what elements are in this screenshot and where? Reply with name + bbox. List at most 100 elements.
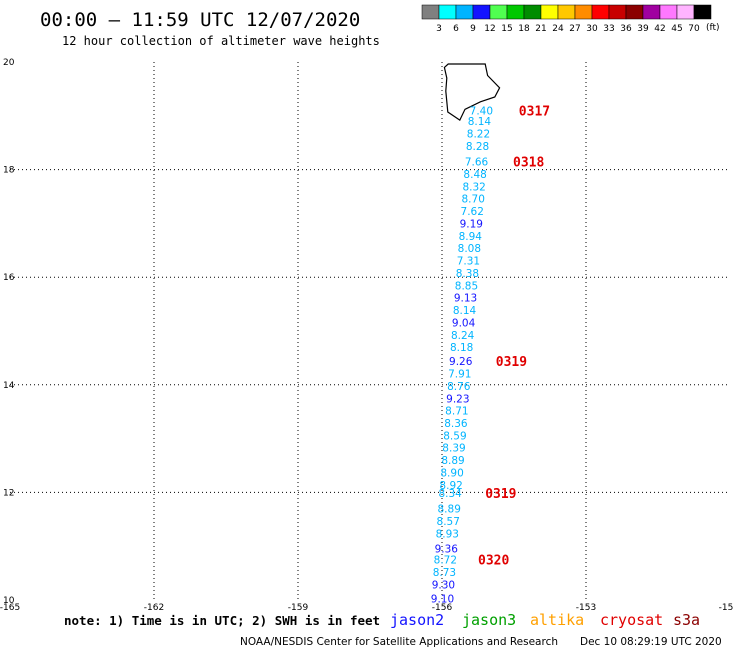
wave-height-label: 9.36	[435, 543, 459, 555]
wave-height-label: 8.39	[442, 443, 465, 455]
color-scale-label: 42	[654, 24, 665, 34]
y-tick-label: 10	[3, 596, 15, 606]
color-scale-label: 36	[620, 24, 632, 34]
color-scale-swatch	[625, 4, 644, 20]
color-scale-label: 6	[453, 24, 459, 34]
x-tick-label: -165	[0, 603, 20, 613]
pass-time-label: 0317	[519, 104, 550, 119]
y-tick-label: 12	[3, 488, 14, 498]
wave-height-label: 8.76	[447, 381, 471, 393]
color-scale-swatch	[523, 4, 542, 20]
color-scale-label: 70	[688, 24, 700, 34]
wave-height-label: 7.62	[461, 206, 484, 218]
satellite-legend: jason2 jason3 altika cryosat s3a	[390, 611, 700, 629]
color-scale-unit: (ft)	[706, 23, 720, 33]
wave-height-label: 8.72	[434, 555, 457, 567]
plot-area: -165 -162 -159 -156 -153 -15 10 12 14 16 18 20 7.4…	[0, 58, 733, 613]
pass-time-label: 0319	[496, 355, 527, 370]
color-scale-swatch	[608, 4, 627, 20]
color-scale-label: 9	[470, 24, 476, 34]
y-tick-label: 20	[3, 58, 15, 68]
color-scale-label: 12	[484, 24, 495, 34]
wave-height-label: 8.18	[450, 342, 473, 354]
wave-height-label: 9.26	[449, 356, 473, 368]
color-scale-swatch	[472, 4, 491, 20]
color-scale-swatch	[659, 4, 678, 20]
wave-height-label: 8.71	[445, 406, 468, 418]
legend-entry-s3a: s3a	[673, 611, 700, 629]
wave-height-label: 8.24	[451, 330, 475, 342]
color-scale-swatch	[489, 4, 508, 20]
color-scale-swatch	[693, 4, 712, 20]
color-scale-label: 15	[501, 24, 512, 34]
wave-height-label: 8.38	[456, 268, 479, 280]
x-tick-label: -153	[576, 603, 596, 613]
pass-time-label: 0318	[513, 156, 544, 171]
color-scale-label: 24	[552, 24, 564, 34]
wave-height-label: 8.08	[458, 243, 481, 255]
wave-height-label: 8.89	[441, 455, 464, 467]
footer-credit: NOAA/NESDIS Center for Satellite Applica…	[240, 636, 558, 648]
legend-entry-jason3: jason3	[462, 611, 516, 629]
legend-entry-jason2: jason2	[390, 611, 444, 629]
wave-height-label: 8.57	[437, 516, 460, 528]
pass-time-label: 0320	[478, 554, 509, 569]
color-scale-label: 18	[518, 24, 530, 34]
color-scale-label: 27	[569, 24, 580, 34]
color-scale-swatch	[676, 4, 695, 20]
wave-height-label: 8.59	[443, 430, 466, 442]
wave-height-label: 8.89	[438, 504, 461, 516]
wave-height-label: 8.32	[462, 181, 485, 193]
color-scale: 3 6 9 12 15 18 21 24 27 30 33 36 39 42 45 70	[421, 4, 712, 34]
color-scale-swatch	[421, 4, 440, 20]
color-scale-swatch	[438, 4, 457, 20]
color-scale-label: 3	[436, 24, 442, 34]
legend-entry-cryosat: cryosat	[600, 611, 663, 629]
color-scale-label: 30	[586, 24, 598, 34]
wave-height-label: 9.04	[452, 317, 476, 329]
x-tick-label: -15	[719, 603, 734, 613]
color-scale-label: 33	[603, 24, 614, 34]
pass-time-labels: 0317 0318 0319 0319 0320	[478, 104, 550, 568]
wave-height-label: 7.31	[457, 256, 480, 268]
footer-note: note: 1) Time is in UTC; 2) SWH is in fe…	[64, 613, 380, 628]
y-tick-label: 16	[3, 273, 15, 283]
map-title: 00:00 – 11:59 UTC 12/07/2020	[40, 9, 360, 31]
wave-height-label: 9.10	[431, 593, 454, 605]
wave-height-label: 9.23	[446, 393, 469, 405]
color-scale-label: 45	[671, 24, 682, 34]
x-tick-label: -162	[144, 603, 164, 613]
x-axis-ticks: -165 -162 -159 -156 -153 -15	[0, 603, 733, 613]
wave-height-label: 8.73	[433, 567, 456, 579]
color-scale-swatch	[455, 4, 474, 20]
wave-height-label: 9.13	[454, 293, 477, 305]
color-scale-swatch	[557, 4, 576, 20]
wave-height-points: 7.408.148.228.287.668.488.328.707.629.19…	[431, 105, 493, 605]
wave-height-label: 9.19	[460, 218, 483, 230]
color-scale-swatch	[574, 4, 593, 20]
color-scale-swatch	[506, 4, 525, 20]
wave-height-label: 8.14	[468, 116, 492, 128]
wave-height-label: 8.93	[436, 528, 459, 540]
wave-height-label: 8.28	[466, 141, 489, 153]
wave-height-label: 8.94	[459, 231, 483, 243]
y-tick-label: 18	[3, 166, 15, 176]
wave-height-label: 7.40	[470, 105, 493, 117]
grid-lines	[10, 62, 730, 600]
x-tick-label: -159	[288, 603, 309, 613]
wave-height-label: 8.90	[440, 467, 463, 479]
color-scale-label: 39	[637, 24, 649, 34]
y-tick-label: 14	[3, 381, 15, 391]
color-scale-swatch	[642, 4, 661, 20]
wave-height-label: 8.70	[462, 194, 485, 206]
map-subtitle: 12 hour collection of altimeter wave hei…	[62, 34, 380, 48]
legend-entry-altika: altika	[530, 611, 584, 629]
footer-timestamp: Dec 10 08:29:19 UTC 2020	[580, 636, 722, 648]
wave-height-label: 8.14	[453, 305, 477, 317]
wave-height-label: 7.91	[448, 369, 471, 381]
wave-height-label: 9.30	[432, 579, 455, 591]
wave-height-label: 8.36	[444, 418, 468, 430]
wave-height-label: 8.22	[467, 129, 490, 141]
wave-height-label: 8.48	[463, 169, 486, 181]
